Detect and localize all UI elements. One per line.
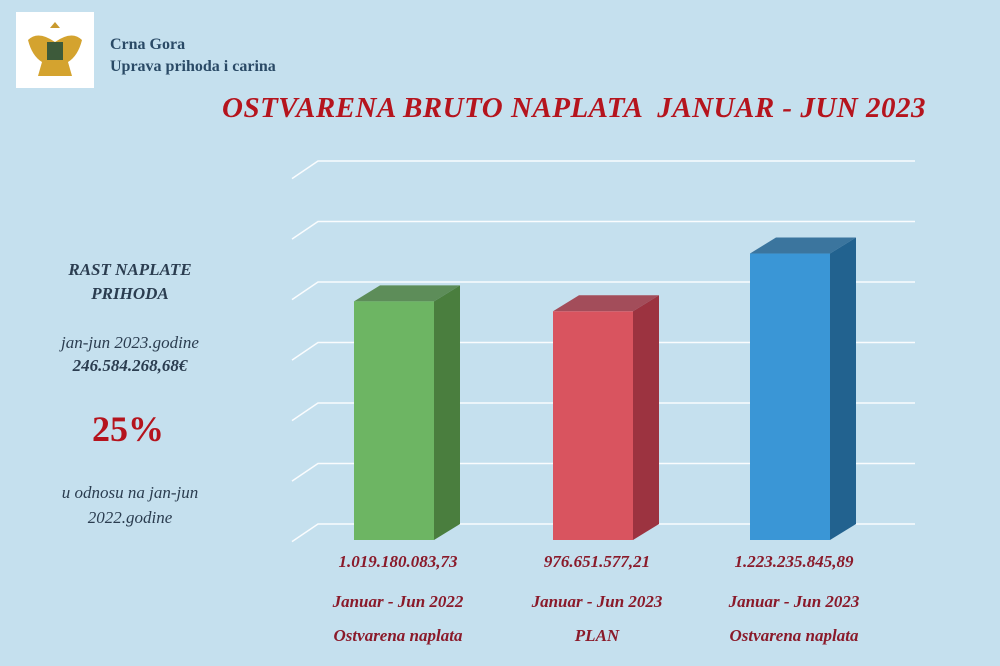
bar-side: [633, 295, 659, 540]
bar-top: [354, 285, 460, 302]
data-label: 976.651.577,21: [543, 552, 651, 571]
side-note: u odnosu na jan-jun 2022.godine: [10, 480, 250, 530]
coat-of-arms-logo: [16, 12, 94, 88]
period-label: Januar - Jun 2022: [332, 592, 464, 611]
gridline: [291, 281, 915, 301]
gridline: [291, 160, 915, 180]
org-line-2: Uprava prihoda i carina: [110, 58, 276, 75]
bar-top: [750, 237, 856, 254]
gridline: [291, 402, 915, 422]
side-heading: RAST NAPLATE PRIHODA: [10, 258, 250, 306]
gridline: [291, 341, 915, 361]
bar: [553, 311, 633, 540]
side-period: jan-jun 2023.godine: [61, 333, 199, 352]
category-label: PLAN: [574, 626, 620, 645]
category-label: Ostvarena naplata: [333, 626, 463, 645]
period-label: Januar - Jun 2023: [531, 592, 663, 611]
organization-name: Crna Gora Uprava prihoda i carina: [110, 34, 276, 78]
bar: [750, 253, 830, 540]
side-heading-line1: RAST NAPLATE: [68, 260, 192, 279]
bar-side: [434, 285, 460, 540]
chart-title: OSTVARENA BRUTO NAPLATA JANUAR - JUN 202…: [222, 92, 926, 124]
side-note-line2: 2022.godine: [87, 508, 173, 527]
category-label: Ostvarena naplata: [729, 626, 859, 645]
gridline: [291, 220, 915, 240]
data-label: 1.019.180.083,73: [338, 552, 458, 571]
bar-side: [830, 237, 856, 540]
period-label: Januar - Jun 2023: [728, 592, 860, 611]
side-amount: 246.584.268,68€: [72, 356, 188, 375]
gridline: [291, 462, 915, 482]
org-line-1: Crna Gora: [110, 36, 186, 53]
bar: [354, 301, 434, 540]
gridline: [291, 523, 915, 543]
bar-top: [553, 295, 659, 312]
side-heading-line2: PRIHODA: [91, 284, 169, 303]
growth-percent: 25%: [92, 409, 164, 449]
data-label: 1.223.235.845,89: [734, 552, 854, 571]
side-note-line1: u odnosu na jan-jun: [61, 483, 199, 502]
